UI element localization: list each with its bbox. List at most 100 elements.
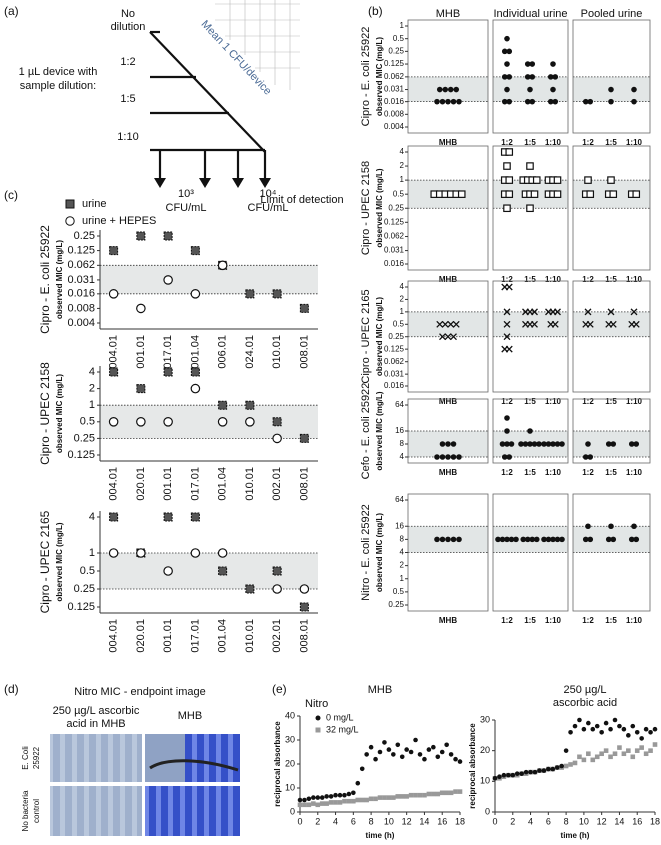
column-header: Individual urine — [494, 8, 568, 20]
x-tick-label: 1:10 — [626, 616, 643, 625]
point — [531, 441, 538, 447]
y-axis-title: Cipro - UPEC 2165 — [38, 510, 52, 613]
point — [386, 747, 392, 752]
plot-frame — [492, 280, 569, 393]
y-tick-label: 0.25 — [74, 230, 95, 242]
point — [346, 791, 352, 797]
point — [532, 176, 541, 184]
y-tick-label: 1 — [400, 307, 405, 316]
y-tick-label: 0.125 — [67, 449, 95, 461]
point — [395, 742, 401, 748]
column-label: 250 µg/L ascorbic — [53, 705, 140, 717]
x-tick-label: 008.01 — [298, 335, 310, 369]
y-tick-label: 0 — [485, 806, 490, 816]
point — [608, 523, 614, 530]
point — [109, 246, 119, 256]
y-axis-label: reciprocal absorbance — [468, 723, 477, 809]
x-tick-label: 004.01 — [108, 335, 120, 369]
point — [586, 751, 591, 757]
x-tick-label: 18 — [650, 816, 660, 826]
x-tick-label: 1:2 — [582, 397, 594, 406]
y-tick-label: 10 — [480, 776, 490, 786]
point — [217, 260, 228, 271]
point — [559, 536, 565, 543]
point — [603, 720, 609, 726]
y-tick-label: 1 — [89, 547, 95, 559]
point — [506, 48, 513, 55]
reference-band — [573, 311, 650, 337]
y-tick-label: 4 — [89, 366, 95, 378]
point — [563, 763, 569, 769]
x-tick-label: 002.01 — [271, 467, 283, 501]
x-tick-label: 2 — [315, 816, 320, 826]
y-tick-label: 16 — [395, 521, 404, 530]
point — [626, 733, 631, 738]
x-tick-label: 18 — [455, 816, 465, 826]
point — [359, 766, 365, 772]
y-tick-label: 4 — [400, 147, 405, 156]
point — [630, 308, 638, 316]
x-tick-label: 4 — [333, 816, 338, 826]
image — [50, 786, 142, 836]
point — [272, 584, 282, 594]
point — [505, 345, 513, 353]
point — [652, 726, 658, 732]
point — [434, 454, 440, 460]
point — [445, 441, 451, 447]
y-tick-label: 0.062 — [384, 232, 405, 241]
point — [572, 760, 578, 766]
point — [495, 536, 501, 543]
x-tick-label: 10 — [384, 816, 394, 826]
x-tick-label: 6 — [351, 816, 356, 826]
panel-label: (c) — [4, 188, 18, 202]
y-tick-label: 0.125 — [384, 344, 405, 353]
point — [439, 790, 445, 796]
point — [190, 367, 200, 377]
point — [444, 742, 449, 748]
point — [550, 766, 556, 772]
point — [328, 800, 334, 805]
lod-label: 10⁴ — [260, 188, 277, 200]
point — [505, 190, 514, 198]
lod-label: CFU/mL — [248, 202, 289, 214]
x-tick-label: 1:2 — [501, 616, 513, 625]
point — [532, 769, 538, 775]
point — [457, 190, 466, 198]
point — [136, 231, 146, 241]
point — [528, 769, 533, 775]
point — [529, 536, 536, 543]
point — [302, 797, 307, 803]
legend-marker — [315, 727, 321, 733]
x-tick-label: 1:5 — [524, 468, 536, 477]
point — [585, 441, 591, 447]
x-tick-label: 1:5 — [524, 397, 536, 406]
point — [315, 795, 321, 800]
x-tick-label: MHB — [439, 468, 457, 477]
point — [450, 536, 457, 543]
point — [452, 320, 460, 328]
point — [109, 367, 119, 377]
row-label: 25922 — [32, 746, 41, 769]
point — [434, 536, 440, 543]
point — [501, 98, 508, 105]
point — [456, 98, 462, 105]
point — [245, 400, 255, 410]
point — [648, 748, 653, 753]
point — [136, 548, 146, 558]
point — [136, 303, 146, 314]
y-tick-label: 0.125 — [67, 601, 95, 613]
point — [245, 289, 255, 299]
point — [621, 751, 627, 757]
plot-frame — [492, 398, 569, 464]
point — [337, 792, 343, 798]
x-tick-label: 1:10 — [545, 138, 562, 147]
y-tick-label: 10 — [285, 782, 295, 792]
point — [272, 417, 282, 427]
x-tick-label: 0 — [492, 816, 497, 826]
y-tick-label: 30 — [285, 734, 295, 744]
y-tick-label: 0.25 — [74, 432, 95, 444]
point — [337, 800, 343, 805]
point — [609, 320, 617, 328]
point — [577, 754, 582, 760]
point — [413, 792, 418, 798]
